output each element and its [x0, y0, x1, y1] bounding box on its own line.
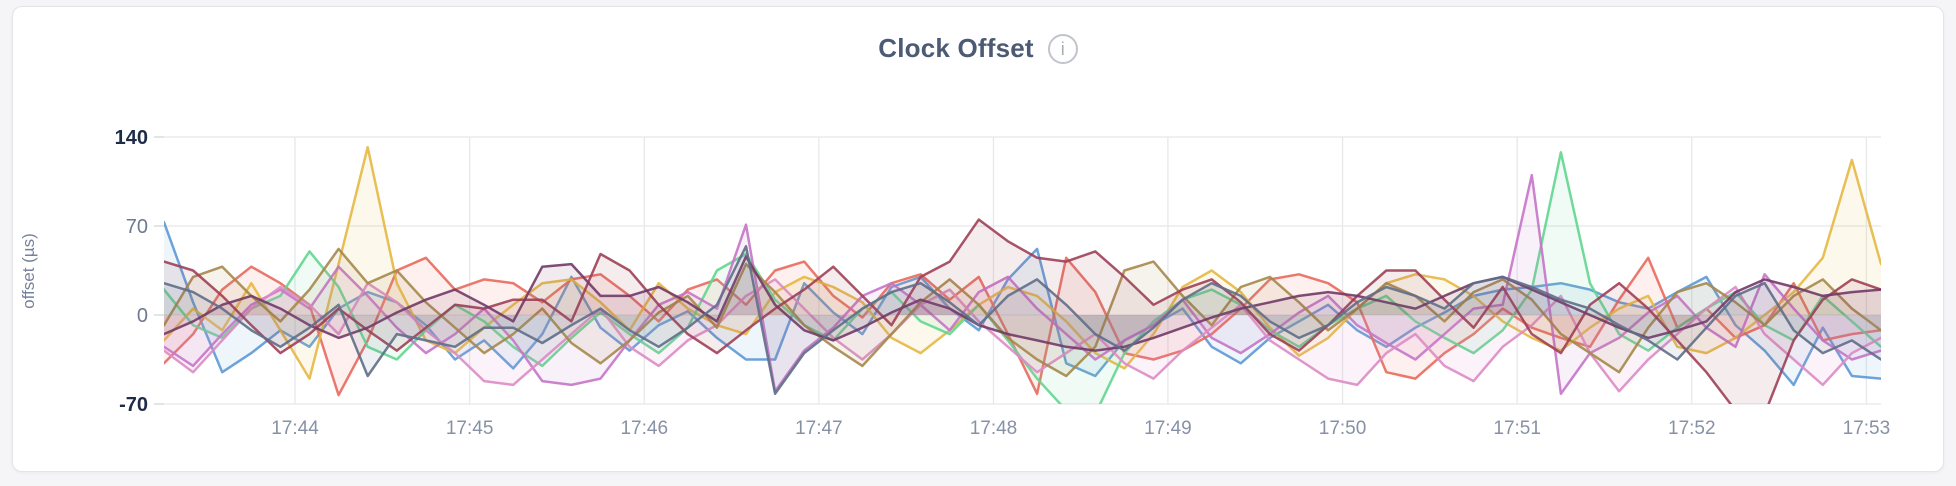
x-tick-label: 17:48 — [970, 418, 1018, 439]
series-line-slate[interactable] — [164, 245, 1881, 396]
y-tick-label: 70 — [126, 216, 148, 238]
x-tick-label: 17:49 — [1144, 418, 1192, 439]
series-line-red[interactable] — [164, 256, 1881, 397]
y-tick-label: 140 — [115, 127, 148, 149]
chart-card: Clock Offset i offset (µs) 17:44 17:45 17:… — [12, 6, 1944, 472]
clock-offset-chart[interactable]: 17:44 17:45 17:46 17:47 17:48 17:49 17:50 17:51… — [13, 7, 1945, 473]
y-tick-label: 0 — [137, 305, 148, 327]
series-area-maroon — [164, 219, 1881, 404]
series-area-blue — [164, 222, 1881, 385]
info-icon[interactable]: i — [1047, 33, 1078, 64]
chart-title: Clock Offset — [878, 33, 1034, 63]
series-area-slate — [164, 246, 1881, 394]
series-area-khaki — [164, 248, 1881, 376]
series-line-maroon[interactable] — [164, 218, 1881, 415]
series-area-red — [164, 257, 1881, 396]
chart-header: Clock Offset i — [13, 33, 1943, 64]
series-line-plum[interactable] — [164, 255, 1881, 352]
x-tick-label: 17:53 — [1843, 418, 1891, 439]
x-tick-label: 17:46 — [620, 418, 668, 439]
y-tick-label: -70 — [119, 394, 148, 416]
series-area-pink — [164, 279, 1881, 392]
x-tick-label: 17:52 — [1668, 418, 1716, 439]
series-line-orchid[interactable] — [164, 173, 1881, 396]
x-tick-label: 17:44 — [271, 418, 319, 439]
x-tick-label: 17:45 — [446, 418, 494, 439]
x-tick-label: 17:50 — [1319, 418, 1367, 439]
series-line-khaki[interactable] — [164, 247, 1881, 378]
series-area-plum — [164, 256, 1881, 351]
series-line-pink[interactable] — [164, 278, 1881, 393]
series-area-orchid — [164, 175, 1881, 394]
x-tick-label: 17:47 — [795, 418, 843, 439]
x-tick-label: 17:51 — [1493, 418, 1541, 439]
